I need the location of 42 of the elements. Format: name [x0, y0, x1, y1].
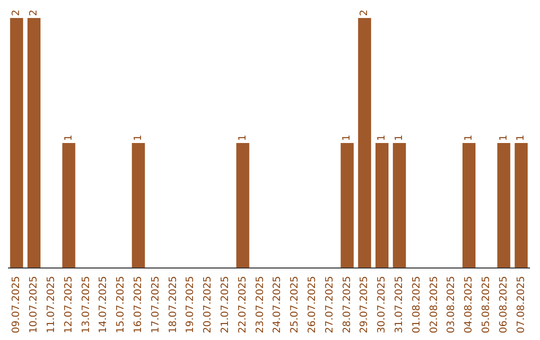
x-tick-label: 29.07.2025 [359, 276, 370, 334]
x-tick-label: 06.08.2025 [498, 276, 510, 334]
x-tick-label: 17.07.2025 [150, 276, 162, 334]
x-tick-label: 16.07.2025 [133, 276, 144, 334]
x-tick-label: 11.07.2025 [46, 276, 57, 334]
data-label: 2 [11, 10, 22, 16]
x-tick-label: 23.07.2025 [254, 276, 266, 334]
x-tick-label: 14.07.2025 [98, 276, 110, 334]
x-tick-label: 03.08.2025 [446, 276, 458, 334]
x-tick-label: 12.07.2025 [63, 276, 74, 334]
x-tick-label: 09.07.2025 [11, 276, 22, 334]
x-tick-label: 25.07.2025 [290, 276, 301, 334]
data-label: 1 [132, 134, 144, 141]
x-tick-label: 28.07.2025 [342, 276, 353, 334]
data-label: 1 [237, 134, 248, 141]
x-tick-label: 21.07.2025 [220, 276, 231, 334]
data-label: 1 [342, 134, 353, 141]
x-tick-label: 10.07.2025 [28, 276, 40, 334]
data-label: 1 [516, 134, 527, 141]
x-tick-label: 27.07.2025 [324, 276, 336, 334]
x-tick-label: 26.07.2025 [307, 276, 318, 334]
x-tick-label: 07.08.2025 [516, 276, 527, 334]
data-label: 2 [28, 10, 40, 16]
x-tick-label: 02.08.2025 [428, 276, 440, 334]
x-tick-label: 20.07.2025 [202, 276, 214, 334]
data-label: 1 [463, 134, 474, 141]
x-tick-label: 04.08.2025 [464, 276, 475, 334]
x-tick-label: 31.07.2025 [394, 276, 405, 334]
data-label: 2 [359, 10, 370, 16]
x-tick-label: 22.07.2025 [237, 276, 248, 334]
x-tick-label: 18.07.2025 [168, 276, 179, 334]
x-tick-label: 05.08.2025 [481, 276, 492, 334]
x-tick-label: 24.07.2025 [272, 276, 284, 334]
x-tick-label: 15.07.2025 [116, 276, 127, 334]
data-label: 1 [498, 134, 510, 141]
data-label: 1 [394, 134, 405, 141]
x-tick-label: 13.07.2025 [80, 276, 92, 334]
data-label: 1 [376, 134, 388, 141]
x-tick-label: 30.07.2025 [376, 276, 388, 334]
x-tick-label: 01.08.2025 [411, 276, 422, 334]
x-tick-label: 19.07.2025 [185, 276, 196, 334]
data-label: 1 [63, 134, 74, 141]
